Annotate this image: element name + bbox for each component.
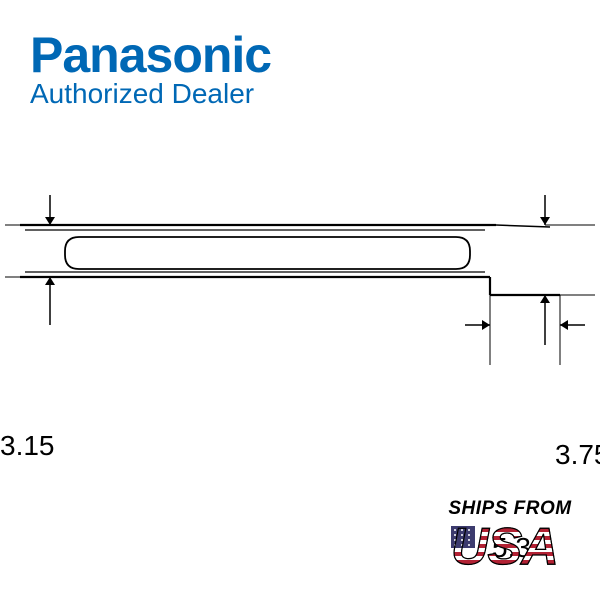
dimension-left: 3.15 — [0, 430, 55, 462]
logo-block: Panasonic Authorized Dealer — [30, 30, 271, 110]
dealer-subtitle: Authorized Dealer — [30, 78, 271, 110]
ships-from-text: SHIPS FROM — [445, 499, 575, 518]
svg-text:USA: USA — [451, 520, 558, 574]
usa-flag-svg: USAUSA — [445, 520, 575, 574]
ships-badge: SHIPS FROM USAUSA — [445, 499, 575, 578]
brand-name: Panasonic — [30, 30, 271, 80]
technical-diagram: 3.15 3.75 5.3 — [0, 195, 600, 375]
dimension-right: 3.75 — [555, 439, 600, 471]
usa-text: USAUSA — [445, 520, 575, 578]
diagram-svg — [0, 195, 600, 375]
